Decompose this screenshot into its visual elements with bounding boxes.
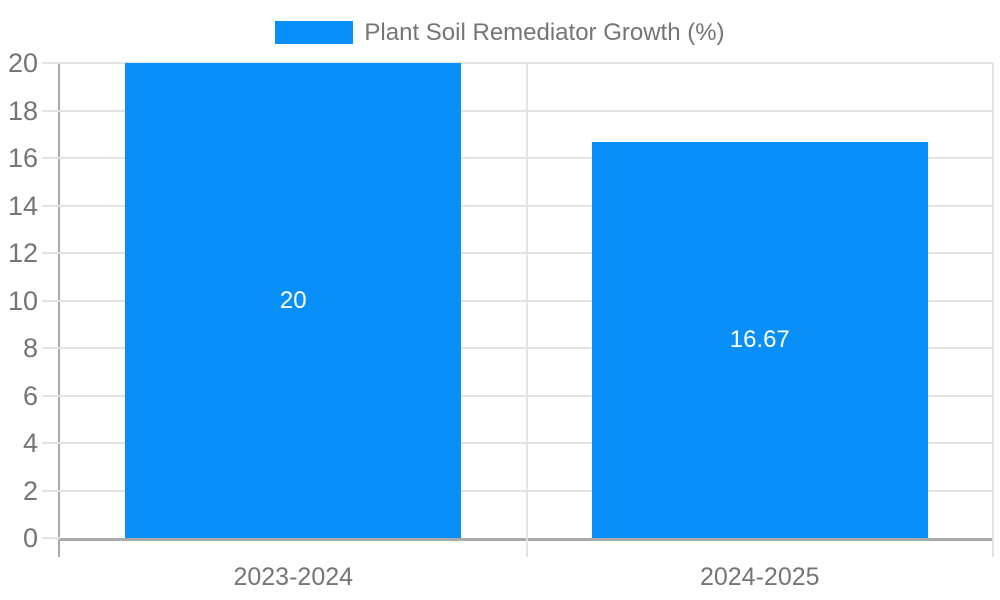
y-tick-label: 10	[7, 285, 38, 316]
plot-right-border	[992, 63, 994, 557]
y-tick	[42, 252, 60, 254]
x-tick-label: 2024-2025	[699, 563, 820, 591]
y-tick-label: 4	[22, 428, 38, 458]
y-tick-label: 18	[7, 95, 38, 126]
y-tick	[42, 537, 60, 539]
bar-value-label: 16.67	[729, 326, 790, 354]
y-tick	[42, 299, 60, 302]
y-tick-label: 20	[7, 48, 38, 78]
legend-label: Plant Soil Remediator Growth (%)	[364, 18, 725, 46]
y-tick	[42, 347, 60, 349]
bar	[591, 142, 928, 538]
y-tick	[42, 442, 60, 444]
x-tick-label: 2023-2024	[233, 563, 354, 591]
y-tick	[42, 489, 60, 492]
legend-swatch-icon	[275, 21, 354, 44]
y-tick	[42, 157, 60, 159]
y-tick	[42, 204, 60, 207]
y-tick	[42, 109, 60, 112]
chart-legend: Plant Soil Remediator Growth (%)	[0, 18, 1000, 46]
y-tick	[42, 62, 60, 64]
plot-area	[60, 62, 993, 538]
y-tick-label: 0	[22, 523, 38, 553]
category-separator-gridline	[525, 63, 528, 557]
y-tick-label: 12	[7, 238, 38, 268]
y-tick-label: 2	[22, 475, 38, 506]
y-axis-line	[58, 63, 60, 557]
y-tick	[42, 394, 60, 397]
y-tick-label: 6	[22, 380, 38, 411]
bar	[125, 63, 462, 538]
y-tick-label: 14	[7, 190, 38, 221]
y-tick-label: 16	[7, 143, 38, 173]
y-tick-label: 8	[22, 333, 38, 363]
bar-value-label: 20	[279, 286, 307, 314]
